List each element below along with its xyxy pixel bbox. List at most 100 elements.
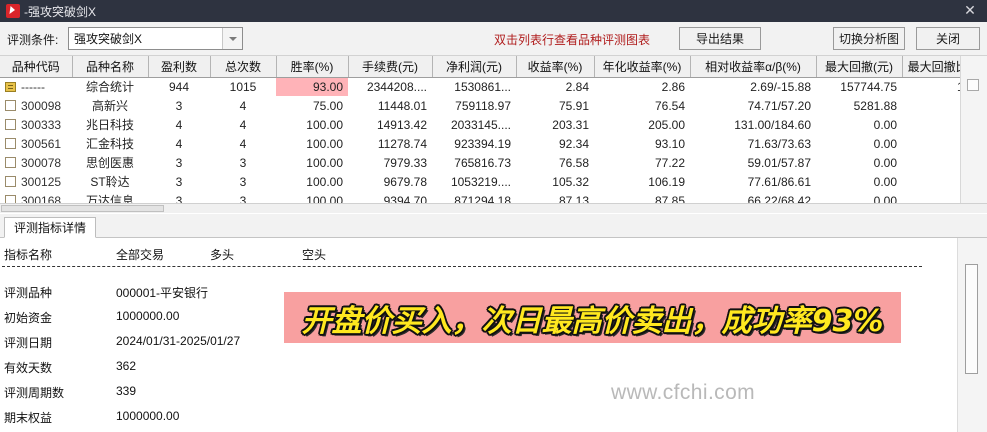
results-table: 品种代码 品种名称 盈利数 总次数 胜率(%) 手续费(元) 净利润(元) 收益… [0,56,987,213]
cell-max-drawdown: 0.00 [816,115,902,135]
cell-max-drawdown: 0.00 [816,172,902,192]
cell-win-rate: 75.00 [276,96,348,116]
detail-vscroll-thumb[interactable] [965,264,978,374]
condition-select[interactable]: 强攻突破剑X [68,27,243,50]
cell-annual-return: 205.00 [594,115,690,135]
condition-select-value: 强攻突破剑X [74,32,143,46]
cell-fee: 7979.33 [348,153,432,173]
checkbox-icon[interactable] [5,156,16,168]
cell-net-profit: 923394.19 [432,134,516,154]
table-row[interactable]: 300098 高新兴 3 4 75.00 11448.01 759118.97 75.91 76… [0,96,987,116]
switch-analysis-chart-button[interactable]: 切换分析图 [833,27,905,50]
cell-net-profit: 765816.73 [432,153,516,173]
double-click-hint: 双击列表行查看品种评测图表 [494,33,651,47]
detail-row-value: 2024/01/31-2025/01/27 [116,334,241,348]
cell-win-rate: 100.00 [276,115,348,135]
col-header-net-profit[interactable]: 净利润(元) [432,56,517,78]
cell-win-rate: 100.00 [276,153,348,173]
table-row[interactable]: 300078 思创医惠 3 3 100.00 7979.33 765816.73 76.58 7… [0,153,987,173]
col-header-total-count[interactable]: 总次数 [210,56,277,78]
cell-fee: 2344208.... [348,77,432,97]
table-row[interactable]: 300333 兆日科技 4 4 100.00 14913.42 2033145.... 203… [0,115,987,135]
cell-alpha-beta: 71.63/73.63 [690,134,816,154]
cell-name: 兆日科技 [72,115,148,135]
cell-annual-return: 93.10 [594,134,690,154]
cell-max-drawdown: 0.00 [816,134,902,154]
cell-return-rate: 75.91 [516,96,594,116]
checkbox-icon[interactable] [5,99,16,111]
col-header-code[interactable]: 品种代码 [0,56,73,78]
cell-code-text: 300098 [21,98,62,113]
cell-net-profit: 759118.97 [432,96,516,116]
col-header-alpha-beta[interactable]: 相对收益率α/β(%) [690,56,817,78]
detail-row: 有效天数 362 [0,359,700,380]
cell-fee: 11448.01 [348,96,432,116]
cell-profit-count: 3 [148,153,210,173]
checkbox-icon[interactable] [5,137,16,149]
detail-header-all-trades: 全部交易 [116,248,165,262]
chevron-down-icon[interactable] [222,28,242,49]
detail-row: 评测日期 2024/01/31-2025/01/27 [0,334,700,355]
cell-profit-count: 4 [148,115,210,135]
col-header-name[interactable]: 品种名称 [72,56,149,78]
table-horizontal-scrollbar[interactable] [0,203,987,213]
cell-win-rate: 93.00 [276,77,348,97]
cell-total-count: 3 [210,153,276,173]
detail-tab-strip: 评测指标详情 [0,214,987,238]
cell-alpha-beta: 77.61/86.61 [690,172,816,192]
checkbox-icon[interactable] [5,118,16,130]
table-hscroll-thumb[interactable] [1,205,164,212]
title-bar: -强攻突破剑X ✕ [0,0,987,22]
table-row[interactable]: 300125 ST聆达 3 3 100.00 9679.78 1053219.... 105.… [0,172,987,192]
toolbar: 评测条件: 强攻突破剑X 双击列表行查看品种评测图表 导出结果 切换分析图 关闭 [0,22,987,56]
detail-row-value: 1000000.00 [116,309,180,323]
cell-profit-count: 3 [148,96,210,116]
cell-name: 汇金科技 [72,134,148,154]
col-header-return-rate[interactable]: 收益率(%) [516,56,595,78]
cell-profit-count: 944 [148,77,210,97]
cell-fee: 11278.74 [348,134,432,154]
cell-fee: 9679.78 [348,172,432,192]
cell-fee: 14913.42 [348,115,432,135]
table-scroll-corner[interactable] [967,79,979,91]
export-results-button[interactable]: 导出结果 [679,27,761,50]
cell-annual-return: 77.22 [594,153,690,173]
detail-row: 评测品种 000001-平安银行 [0,284,700,305]
detail-header-long: 多头 [210,248,235,262]
cell-alpha-beta: 59.01/57.87 [690,153,816,173]
detail-row: 初始资金 1000000.00 [0,309,700,330]
cell-alpha-beta: 2.69/-15.88 [690,77,816,97]
cell-code-text: ------ [21,79,45,94]
cell-net-profit: 2033145.... [432,115,516,135]
table-row[interactable]: ------ 综合统计 944 1015 93.00 2344208.... 1530861… [0,77,987,97]
cell-total-count: 1015 [210,77,276,97]
col-header-max-drawdown[interactable]: 最大回撤(元) [816,56,903,78]
cell-code: 300333 [0,115,72,135]
tab-metric-detail[interactable]: 评测指标详情 [4,217,97,238]
cell-total-count: 4 [210,96,276,116]
cell-net-profit: 1530861... [432,77,516,97]
detail-row-key: 期末权益 [4,411,53,425]
detail-row-key: 有效天数 [4,361,53,375]
cell-code: 300078 [0,153,72,173]
table-row[interactable]: 300561 汇金科技 4 4 100.00 11278.74 923394.19 92.34… [0,134,987,154]
detail-row-value: 362 [116,359,137,373]
cell-code-text: 300561 [21,136,62,151]
col-header-fee[interactable]: 手续费(元) [348,56,433,78]
detail-divider [2,266,922,267]
cell-alpha-beta: 74.71/57.20 [690,96,816,116]
col-header-win-rate[interactable]: 胜率(%) [276,56,349,78]
site-watermark: www.cfchi.com [611,381,756,404]
folder-icon[interactable] [5,81,16,92]
cell-max-drawdown: 0.00 [816,153,902,173]
col-header-profit-count[interactable]: 盈利数 [148,56,211,78]
cell-code-text: 300333 [21,117,62,132]
cell-net-profit: 1053219.... [432,172,516,192]
checkbox-icon[interactable] [5,175,16,187]
detail-row: 期末权益 1000000.00 [0,409,700,430]
cell-annual-return: 106.19 [594,172,690,192]
col-header-annual-return[interactable]: 年化收益率(%) [594,56,691,78]
close-icon[interactable]: ✕ [964,3,976,19]
close-button[interactable]: 关闭 [916,27,980,50]
